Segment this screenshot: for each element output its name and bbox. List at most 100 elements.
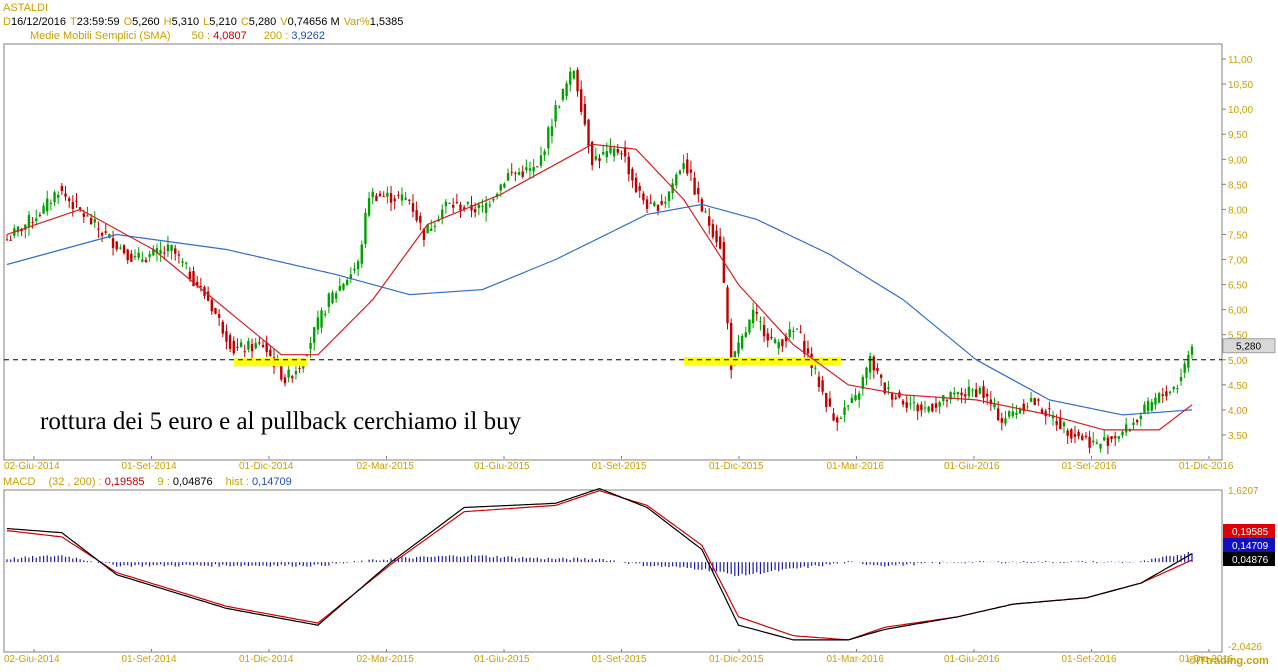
candle-body bbox=[126, 249, 129, 261]
candle-body bbox=[1190, 346, 1194, 355]
candle-body bbox=[185, 262, 188, 264]
price-xtick-label: 01-Dic-2015 bbox=[709, 461, 764, 472]
last-price-box bbox=[1222, 338, 1276, 354]
macd-value-label: 0,04876 bbox=[1232, 555, 1269, 566]
candle-body bbox=[1059, 417, 1062, 430]
candle-body bbox=[104, 231, 107, 233]
candle-body bbox=[1070, 429, 1073, 439]
candle-body bbox=[594, 156, 598, 160]
candle-body bbox=[1055, 421, 1058, 426]
support-zone bbox=[683, 357, 841, 366]
sma-legend: Medie Mobili Semplici (SMA) 50 : 4,0807 … bbox=[30, 30, 325, 42]
ohlc-value-4: 5,210 bbox=[209, 16, 237, 28]
candle-body bbox=[20, 229, 23, 232]
candle-body bbox=[291, 376, 294, 379]
macd-xtick-label: 02-Giu-2014 bbox=[4, 654, 60, 665]
candle-body bbox=[565, 83, 568, 96]
candle-body bbox=[320, 310, 323, 328]
candle-body bbox=[868, 356, 872, 373]
candle-body bbox=[1113, 436, 1117, 439]
candle-body bbox=[49, 202, 53, 204]
candle-body bbox=[989, 399, 993, 405]
candle-body bbox=[569, 71, 572, 85]
candle-body bbox=[46, 198, 49, 212]
candle-body bbox=[42, 205, 45, 214]
price-xtick-label: 01-Giu-2015 bbox=[474, 461, 530, 472]
candle-body bbox=[163, 252, 166, 254]
candle-body bbox=[901, 400, 905, 405]
candle-body bbox=[1095, 442, 1099, 444]
candle-body bbox=[67, 198, 71, 202]
price-ytick-label: 4,00 bbox=[1228, 406, 1248, 417]
candle-body bbox=[455, 201, 459, 203]
candle-body bbox=[572, 71, 576, 79]
candle-body bbox=[367, 198, 371, 216]
candle-body bbox=[627, 156, 630, 175]
candle-body bbox=[1037, 399, 1040, 401]
candle-body bbox=[386, 192, 389, 197]
candle-body bbox=[964, 394, 967, 397]
ohlc-value-0: 16/12/2016 bbox=[10, 16, 67, 28]
candle-body bbox=[93, 219, 96, 223]
candle-body bbox=[1000, 418, 1004, 423]
candle-body bbox=[433, 225, 437, 227]
candle-body bbox=[576, 69, 579, 92]
candle-body bbox=[773, 339, 777, 343]
candle-body bbox=[411, 203, 415, 212]
candle-body bbox=[726, 287, 729, 324]
price-ytick-label: 11,00 bbox=[1228, 55, 1253, 66]
macd-legend: MACD (32 , 200) : 0,19585 9 : 0,04876 hi… bbox=[3, 476, 292, 488]
price-ytick-label: 9,50 bbox=[1228, 130, 1248, 141]
candle-body bbox=[462, 207, 466, 210]
candle-body bbox=[539, 155, 543, 166]
candle-body bbox=[247, 340, 250, 350]
candle-body bbox=[803, 340, 806, 354]
candle-body bbox=[1139, 415, 1142, 420]
candle-body bbox=[323, 313, 327, 315]
candle-body bbox=[799, 331, 802, 333]
candle-body bbox=[751, 309, 755, 324]
candle-body bbox=[400, 194, 404, 201]
candle-body bbox=[261, 344, 265, 347]
candle-body bbox=[967, 386, 971, 397]
ohlc-key-2: O bbox=[123, 16, 133, 28]
candle-body bbox=[397, 194, 400, 196]
candle-body bbox=[645, 199, 649, 209]
macd-main-line bbox=[6, 487, 1193, 641]
candle-body bbox=[609, 146, 612, 153]
candle-body bbox=[876, 368, 879, 372]
candle-body bbox=[1018, 408, 1022, 414]
candle-body bbox=[708, 216, 711, 226]
candle-body bbox=[356, 261, 360, 270]
candle-body bbox=[254, 343, 257, 349]
candle-body bbox=[506, 173, 510, 181]
candle-body bbox=[492, 199, 495, 201]
candle-body bbox=[890, 393, 894, 400]
candle-body bbox=[1172, 387, 1175, 390]
candle-body bbox=[133, 256, 137, 258]
ohlc-key-6: V bbox=[280, 16, 288, 28]
candle-body bbox=[294, 371, 298, 375]
candle-body bbox=[623, 147, 627, 157]
candle-body bbox=[689, 169, 693, 173]
candle-body bbox=[631, 168, 634, 181]
candle-body bbox=[243, 351, 246, 353]
candle-body bbox=[660, 201, 663, 205]
candle-body bbox=[111, 238, 115, 248]
price-ytick-label: 7,50 bbox=[1228, 230, 1248, 241]
candle-body bbox=[130, 253, 133, 262]
macd-signal-value: 0,04876 bbox=[172, 476, 213, 488]
candle-body bbox=[1146, 400, 1150, 412]
candle-body bbox=[53, 192, 56, 203]
candle-body bbox=[192, 271, 195, 287]
candle-body bbox=[1150, 402, 1153, 411]
macd-value-label: 0,14709 bbox=[1232, 541, 1269, 552]
candle-body bbox=[821, 380, 824, 392]
price-ytick-label: 5,50 bbox=[1228, 331, 1248, 342]
candle-body bbox=[481, 206, 484, 208]
candle-body bbox=[718, 236, 722, 249]
candle-body bbox=[1022, 403, 1025, 412]
price-ytick-label: 7,00 bbox=[1228, 256, 1248, 267]
candle-body bbox=[122, 245, 126, 254]
candle-body bbox=[770, 337, 773, 339]
